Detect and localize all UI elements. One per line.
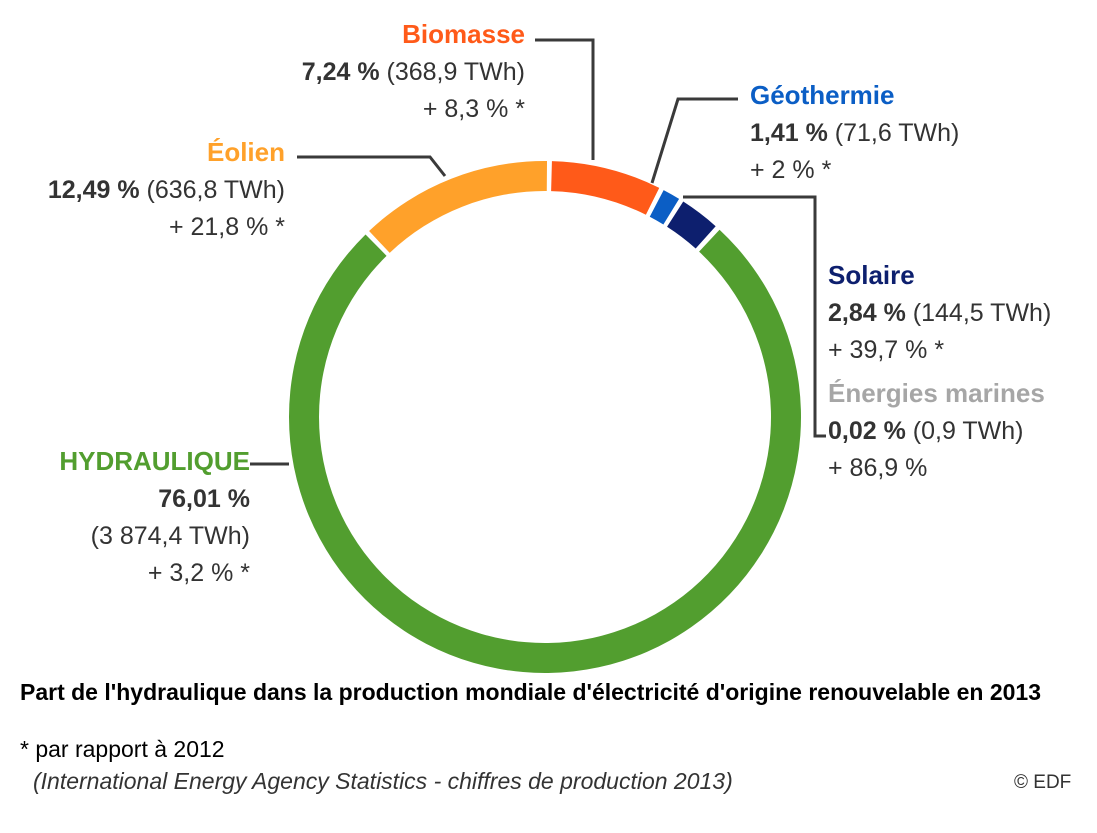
label-change-hydraulique: + 3,2 % * xyxy=(148,559,250,587)
slice-hydraulique xyxy=(289,229,801,674)
slice-labels: Biomasse 7,24 % (368,9 TWh) + 8,3 % * Géoth… xyxy=(48,19,1051,587)
label-percent-biomasse: 7,24 % xyxy=(302,58,380,86)
label-name-hydraulique: HYDRAULIQUE xyxy=(59,446,250,476)
chart-footnote: * par rapport à 2012 xyxy=(20,736,225,762)
donut-slices xyxy=(289,160,801,674)
label-percent-geothermie: 1,41 % xyxy=(750,119,828,147)
label-value-energies-marines: 0,02 % (0,9 TWh) xyxy=(828,417,1023,445)
label-twh-eolien: (636,8 TWh) xyxy=(140,176,285,204)
label-name-energies-marines: Énergies marines xyxy=(828,378,1045,408)
label-change-energies-marines: + 86,9 % xyxy=(828,454,927,482)
leader-geothermie xyxy=(650,97,738,184)
donut-chart: Biomasse 7,24 % (368,9 TWh) + 8,3 % * Géoth… xyxy=(48,19,1051,674)
label-twh-biomasse: (368,9 TWh) xyxy=(380,58,525,86)
label-name-biomasse: Biomasse xyxy=(402,19,525,49)
label-twh-solaire: (144,5 TWh) xyxy=(906,299,1051,327)
label-change-geothermie: + 2 % * xyxy=(750,156,832,184)
label-twh-hydraulique: (3 874,4 TWh) xyxy=(91,522,250,550)
leader-solaire xyxy=(683,195,826,438)
label-percent-eolien: 12,49 % xyxy=(48,176,140,204)
label-percent-solaire: 2,84 % xyxy=(828,299,906,327)
label-change-solaire: + 39,7 % * xyxy=(828,336,944,364)
label-value-geothermie: 1,41 % (71,6 TWh) xyxy=(750,119,959,147)
leader-eolien xyxy=(297,155,447,177)
label-change-biomasse: + 8,3 % * xyxy=(423,95,525,123)
label-percent-hydraulique: 76,01 % xyxy=(158,485,250,513)
label-twh-energies-marines: (0,9 TWh) xyxy=(906,417,1024,445)
slice-solaire xyxy=(667,201,716,249)
slice-geothermie xyxy=(649,190,680,225)
label-percent-energies-marines: 0,02 % xyxy=(828,417,906,445)
slice-eolien xyxy=(369,160,548,253)
label-name-geothermie: Géothermie xyxy=(750,80,895,110)
leader-lines xyxy=(250,38,826,466)
copyright-text: © EDF xyxy=(1014,772,1072,793)
label-value-biomasse: 7,24 % (368,9 TWh) xyxy=(302,58,525,86)
label-name-solaire: Solaire xyxy=(828,260,915,290)
slice-biomasse xyxy=(551,161,660,215)
label-change-eolien: + 21,8 % * xyxy=(169,213,285,241)
chart-source: (International Energy Agency Statistics … xyxy=(33,768,733,794)
label-name-eolien: Éolien xyxy=(207,137,285,167)
leader-biomasse xyxy=(535,38,595,160)
label-twh-geothermie: (71,6 TWh) xyxy=(828,119,960,147)
chart-title: Part de l'hydraulique dans la production… xyxy=(20,679,1041,705)
label-value-solaire: 2,84 % (144,5 TWh) xyxy=(828,299,1051,327)
label-value-eolien: 12,49 % (636,8 TWh) xyxy=(48,176,285,204)
